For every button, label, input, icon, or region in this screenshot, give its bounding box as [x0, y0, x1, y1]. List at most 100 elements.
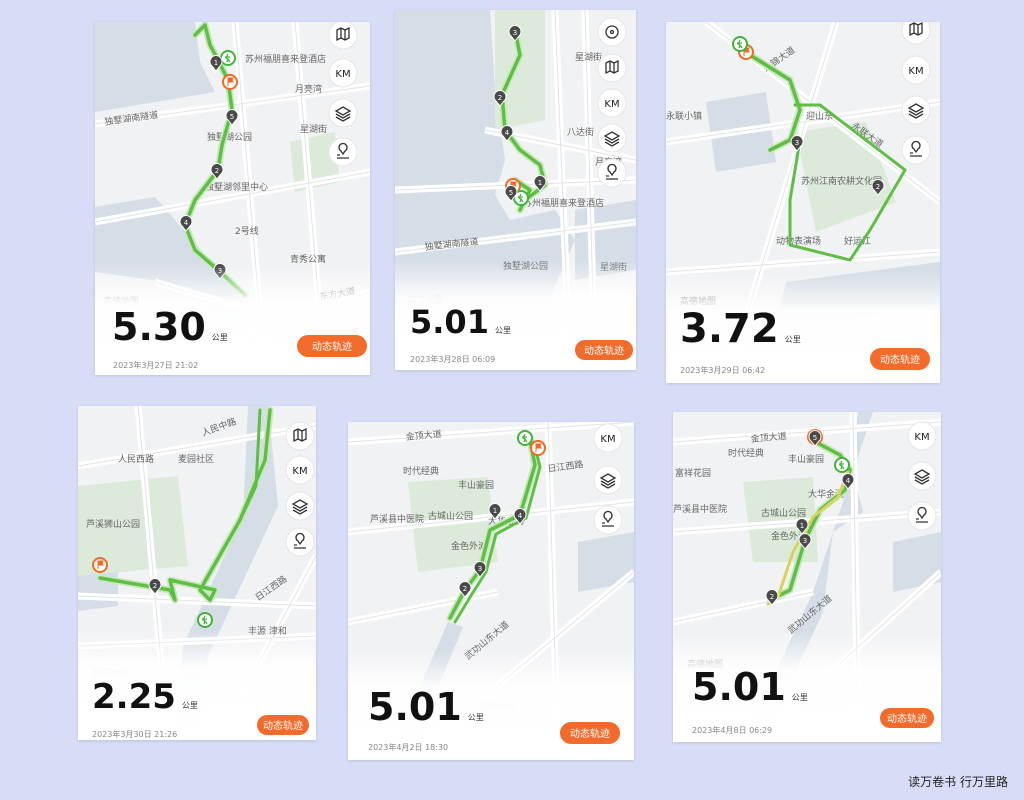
button-bg[interactable] [880, 708, 934, 728]
km-marker [798, 533, 812, 550]
control-icon[interactable] [907, 103, 925, 119]
run-card: 苏州福朋喜来登酒店月亮湾独墅湖南隧道独墅湖公园星湖街独墅湖邻里中心2号线东方大道… [95, 22, 370, 375]
map-control[interactable]: KM [328, 58, 358, 88]
button-bg[interactable] [870, 348, 930, 370]
control-bg[interactable] [285, 455, 315, 485]
map-control[interactable]: KM [593, 423, 623, 453]
control-bg[interactable] [907, 421, 937, 451]
control-icon[interactable] [293, 427, 307, 443]
control-icon[interactable] [910, 140, 922, 157]
control-icon[interactable] [334, 106, 352, 122]
map-control[interactable] [285, 491, 315, 521]
control-bg[interactable] [597, 158, 627, 188]
control-bg[interactable] [597, 88, 627, 118]
control-bg[interactable] [907, 501, 937, 531]
control-icon[interactable] [337, 142, 349, 159]
control-bg[interactable] [907, 461, 937, 491]
km-marker-label: 2 [215, 167, 219, 175]
km-marker [808, 430, 822, 447]
map-control[interactable]: KM [907, 421, 937, 451]
control-icon[interactable] [605, 59, 619, 75]
control-km[interactable]: KM [914, 432, 929, 443]
control-bg[interactable] [328, 22, 358, 50]
button-bg[interactable] [575, 340, 633, 360]
control-bg[interactable] [597, 53, 627, 83]
map-control[interactable] [593, 505, 623, 535]
control-km[interactable]: KM [600, 434, 615, 445]
map-control[interactable] [907, 501, 937, 531]
button-bg[interactable] [560, 722, 620, 744]
control-bg[interactable] [593, 505, 623, 535]
control-km[interactable]: KM [604, 99, 619, 110]
control-icon[interactable] [294, 532, 306, 549]
map-control[interactable] [907, 461, 937, 491]
replay-button[interactable]: 动态轨迹 [257, 715, 309, 735]
control-bg[interactable] [901, 95, 931, 125]
map: 人民中路人民西路麦园社区芦溪狮山公园日江西路丰源 津和高德地图2KM2.25公里… [78, 406, 316, 740]
control-icon[interactable] [599, 473, 617, 489]
map-control[interactable] [328, 98, 358, 128]
km-marker-label: 1 [800, 522, 804, 530]
map-control[interactable] [901, 135, 931, 165]
control-km[interactable]: KM [335, 69, 350, 80]
control-bg[interactable] [285, 491, 315, 521]
control-bg[interactable] [285, 527, 315, 557]
control-bg[interactable] [901, 55, 931, 85]
run-card: 人民中路人民西路麦园社区芦溪狮山公园日江西路丰源 津和高德地图2KM2.25公里… [78, 406, 316, 740]
map-control[interactable] [901, 22, 931, 45]
map-control[interactable] [901, 95, 931, 125]
control-km[interactable]: KM [292, 466, 307, 477]
replay-button[interactable]: 动态轨迹 [880, 708, 934, 728]
map-control[interactable] [597, 53, 627, 83]
control-bg[interactable] [597, 123, 627, 153]
map-control[interactable]: KM [597, 88, 627, 118]
button-label[interactable]: 动态轨迹 [312, 340, 352, 353]
control-bg[interactable] [328, 137, 358, 167]
button-bg[interactable] [257, 715, 309, 735]
control-icon[interactable] [336, 26, 350, 42]
control-bg[interactable] [593, 465, 623, 495]
map-control[interactable] [328, 137, 358, 167]
control-bg[interactable] [901, 22, 931, 45]
button-label[interactable]: 动态轨迹 [887, 712, 927, 725]
control-bg[interactable] [901, 135, 931, 165]
control-bg[interactable] [593, 423, 623, 453]
end-flag-icon [97, 560, 104, 569]
button-label[interactable]: 动态轨迹 [584, 344, 624, 357]
map-control[interactable]: KM [901, 55, 931, 85]
button-label[interactable]: 动态轨迹 [880, 353, 920, 366]
map-control[interactable] [328, 22, 358, 50]
control-icon[interactable] [291, 499, 309, 515]
control-bg[interactable] [597, 17, 627, 47]
replay-button[interactable]: 动态轨迹 [297, 335, 367, 357]
button-bg[interactable] [297, 335, 367, 357]
km-marker-label: 2 [876, 183, 880, 191]
control-icon[interactable] [602, 510, 614, 527]
control-icon[interactable] [913, 469, 931, 485]
replay-button[interactable]: 动态轨迹 [575, 340, 633, 360]
map-control[interactable] [597, 158, 627, 188]
control-km[interactable]: KM [908, 66, 923, 77]
replay-button[interactable]: 动态轨迹 [560, 722, 620, 744]
map-control[interactable] [285, 527, 315, 557]
control-icon[interactable] [603, 131, 621, 147]
map-control[interactable] [597, 17, 627, 47]
control-bg[interactable] [328, 58, 358, 88]
button-label[interactable]: 动态轨迹 [263, 719, 303, 732]
control-bg[interactable] [328, 98, 358, 128]
button-label[interactable]: 动态轨迹 [570, 727, 610, 740]
control-icon[interactable] [916, 506, 928, 523]
km-marker [765, 589, 779, 606]
control-icon[interactable] [606, 163, 618, 180]
control-icon[interactable] [909, 22, 923, 37]
map-label: 迎山东 [806, 110, 833, 122]
map-label: 芦溪狮山公园 [86, 518, 140, 530]
control-icon[interactable] [605, 25, 619, 39]
start-icon [839, 460, 845, 470]
replay-button[interactable]: 动态轨迹 [870, 348, 930, 370]
map-control[interactable]: KM [285, 455, 315, 485]
control-bg[interactable] [285, 421, 315, 451]
map-control[interactable] [593, 465, 623, 495]
map-control[interactable] [285, 421, 315, 451]
map-control[interactable] [597, 123, 627, 153]
